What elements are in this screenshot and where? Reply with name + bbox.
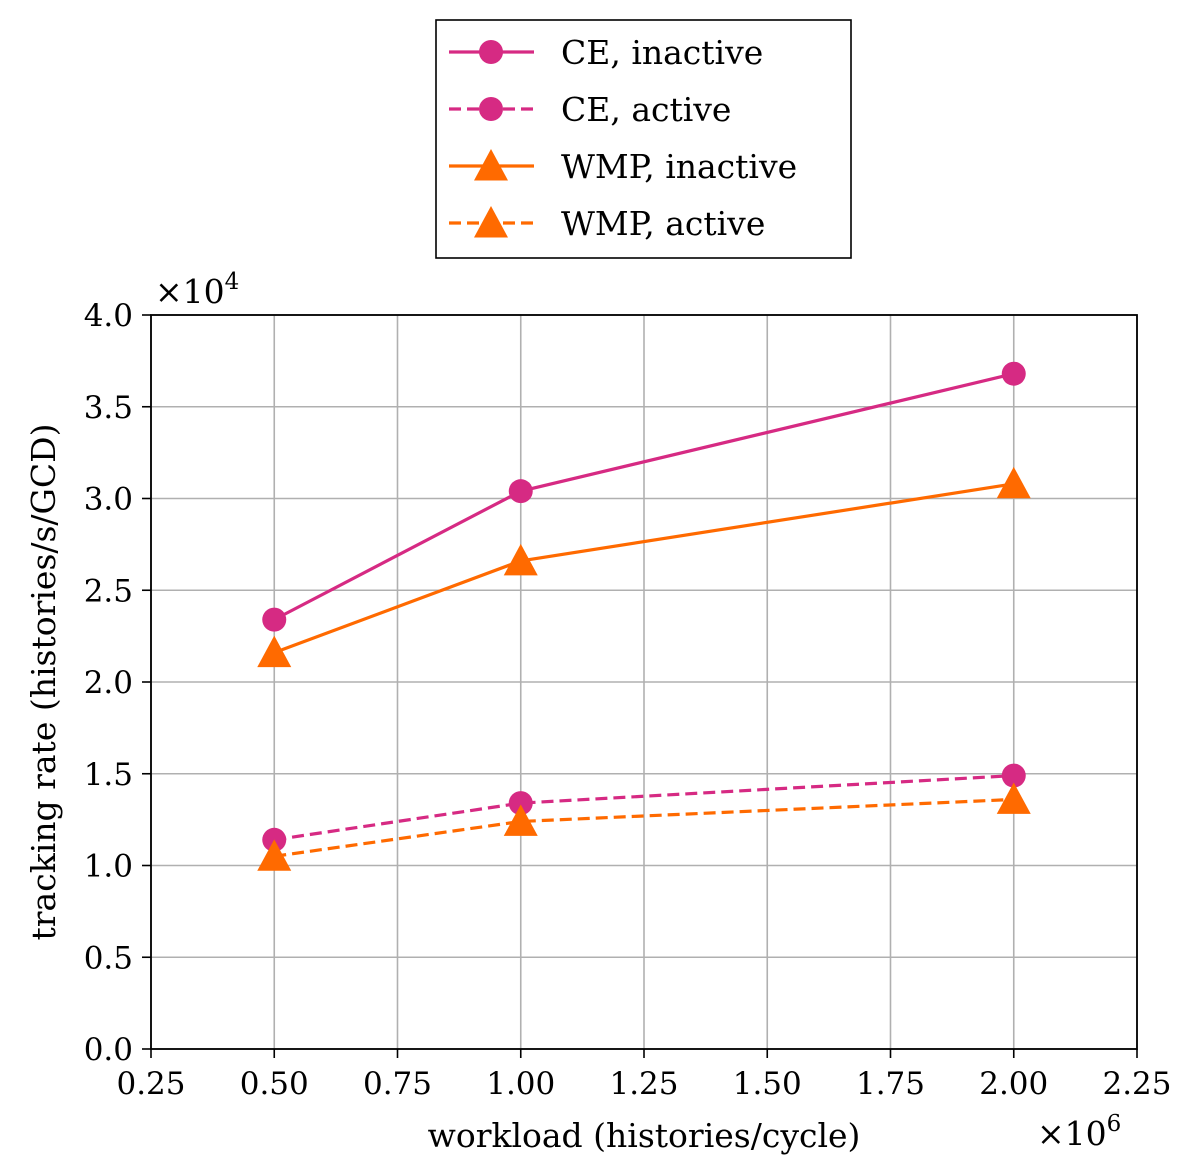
x-tick-label: 1.50: [733, 1066, 802, 1102]
series-3: [257, 782, 1031, 871]
y-tick-label: 1.5: [84, 757, 133, 793]
data-point: [508, 479, 533, 504]
legend-entry-3: WMP, active: [449, 204, 765, 243]
x-axis-label: workload (histories/cycle): [428, 1116, 861, 1155]
data-point: [996, 782, 1031, 814]
x-tick-label: 0.75: [363, 1066, 432, 1102]
legend-label: CE, inactive: [561, 33, 763, 72]
data-point: [257, 635, 292, 668]
x-tick-label: 1.25: [609, 1066, 678, 1102]
y-tick-label: 0.5: [84, 940, 133, 976]
series-layer: [257, 361, 1031, 871]
x-tick-label: 1.75: [856, 1066, 925, 1102]
y-tick-label: 2.0: [84, 665, 133, 701]
y-tick-label: 3.0: [84, 482, 133, 518]
x-multiplier-exponent: 6: [1107, 1111, 1122, 1137]
y-axis-multiplier: ×104: [155, 269, 239, 311]
legend-marker: [474, 149, 508, 181]
data-point: [262, 607, 287, 632]
series-2: [257, 466, 1031, 668]
legend-label: WMP, active: [561, 204, 765, 243]
legend-label: WMP, inactive: [561, 147, 797, 186]
legend-marker: [479, 97, 503, 121]
legend-label: CE, active: [561, 90, 731, 129]
legend-marker: [474, 206, 508, 238]
legend: CE, inactive CE, active WMP, inactive WMP, …: [435, 19, 852, 259]
data-point: [996, 466, 1031, 499]
data-point: [1001, 763, 1026, 788]
y-tick-label: 1.0: [84, 849, 133, 885]
x-tick-label: 2.00: [979, 1066, 1048, 1102]
data-point: [508, 791, 533, 816]
y-multiplier-base: ×10: [155, 272, 225, 311]
legend-entry-0: CE, inactive: [449, 33, 763, 72]
x-tick-label: 0.50: [240, 1066, 309, 1102]
series-0: [262, 361, 1026, 632]
data-point: [257, 839, 292, 871]
data-point: [503, 543, 538, 576]
y-tick-label: 0.0: [84, 1032, 133, 1068]
legend-entry-1: CE, active: [449, 90, 731, 129]
legend-entry-2: WMP, inactive: [449, 147, 797, 186]
data-point: [1001, 361, 1026, 386]
x-tick-label: 1.00: [486, 1066, 555, 1102]
legend-marker: [479, 40, 503, 64]
y-axis-label: tracking rate (histories/s/GCD): [24, 424, 63, 941]
series-line: [274, 773, 1014, 842]
series-line: [274, 797, 1014, 858]
y-tick-label: 2.5: [84, 573, 133, 609]
y-tick-label: 4.0: [84, 298, 133, 334]
y-multiplier-exponent: 4: [225, 269, 240, 295]
legend-box: [435, 19, 852, 259]
data-point: [503, 804, 538, 836]
x-tick-label: 0.25: [116, 1066, 185, 1102]
x-tick-label: 2.25: [1102, 1066, 1171, 1102]
axis-ticks: 0.25 0.50 0.75 1.00 1.25 1.50 1.75 2.00 2.25 0.0 0…: [84, 298, 1172, 1102]
y-tick-label: 3.5: [84, 390, 133, 426]
x-multiplier-base: ×10: [1037, 1114, 1107, 1153]
grid: [150, 314, 1138, 1050]
x-axis-multiplier: ×106: [1037, 1111, 1121, 1153]
